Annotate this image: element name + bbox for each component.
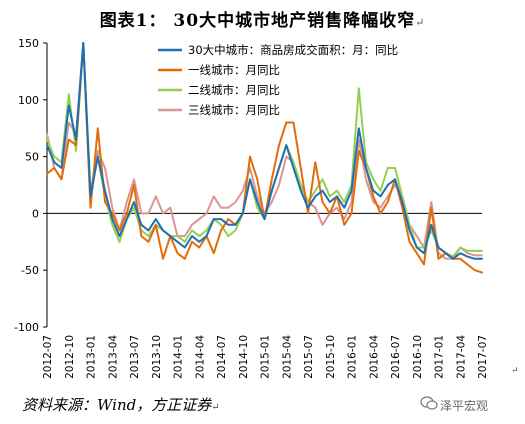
series-line xyxy=(46,42,483,274)
x-tick-label: 2013-04 xyxy=(107,335,119,379)
x-tick-label: 2015-10 xyxy=(325,335,337,379)
x-tick-label: 2015-01 xyxy=(260,335,272,379)
x-tick-label: 2013-07 xyxy=(129,335,141,379)
y-tick-label: 0 xyxy=(32,207,39,220)
x-tick-label: 2012-10 xyxy=(64,335,76,379)
x-tick-label: 2014-01 xyxy=(173,335,185,379)
legend-label: 二线城市：月同比 xyxy=(188,83,280,97)
wechat-icon xyxy=(420,396,438,410)
x-tick-label: 2013-10 xyxy=(151,335,163,379)
y-tick-label: 50 xyxy=(25,151,39,164)
x-tick-label: 2016-10 xyxy=(412,335,424,379)
x-tick-label: 2014-04 xyxy=(194,335,206,379)
paragraph-mark: ↵ xyxy=(211,402,220,413)
x-tick-label: 2015-04 xyxy=(281,335,293,379)
y-tick-label: -100 xyxy=(14,321,39,334)
source-note: 资料来源：Wind，方正证券↵ xyxy=(22,396,220,414)
figure-title: 图表1： 30大中城市地产销售降幅收窄↵ xyxy=(99,11,426,31)
x-tick-label: 2014-07 xyxy=(216,335,228,379)
legend-label: 30大中城市：商品房成交面积：月：同比 xyxy=(188,43,398,57)
x-tick-label: 2015-07 xyxy=(303,335,315,379)
y-tick-label: -50 xyxy=(21,264,39,277)
paragraph-mark: ↵ xyxy=(415,16,426,29)
x-tick-label: 2016-04 xyxy=(368,335,380,379)
x-tick-label: 2017-01 xyxy=(434,335,446,379)
chart-legend: 30大中城市：商品房成交面积：月：同比一线城市：月同比二线城市：月同比三线城市：… xyxy=(158,43,398,117)
legend-label: 一线城市：月同比 xyxy=(188,63,280,77)
x-tick-label: 2017-07 xyxy=(477,335,489,379)
series-lines xyxy=(46,42,483,274)
x-tick-label: 2016-07 xyxy=(390,335,402,379)
paragraph-mark: ↵ xyxy=(511,366,519,376)
brand-label: 泽平宏观 xyxy=(440,399,489,413)
x-tick-label: 2014-10 xyxy=(238,335,250,379)
x-tick-label: 2016-01 xyxy=(347,335,359,379)
y-tick-label: 100 xyxy=(18,94,39,107)
x-tick-label: 2013-01 xyxy=(86,335,98,379)
y-tick-label: 150 xyxy=(18,37,39,50)
legend-label: 三线城市：月同比 xyxy=(188,103,280,117)
series-line xyxy=(46,42,483,260)
x-tick-label: 2012-07 xyxy=(42,335,54,379)
x-tick-label: 2017-04 xyxy=(455,335,467,379)
